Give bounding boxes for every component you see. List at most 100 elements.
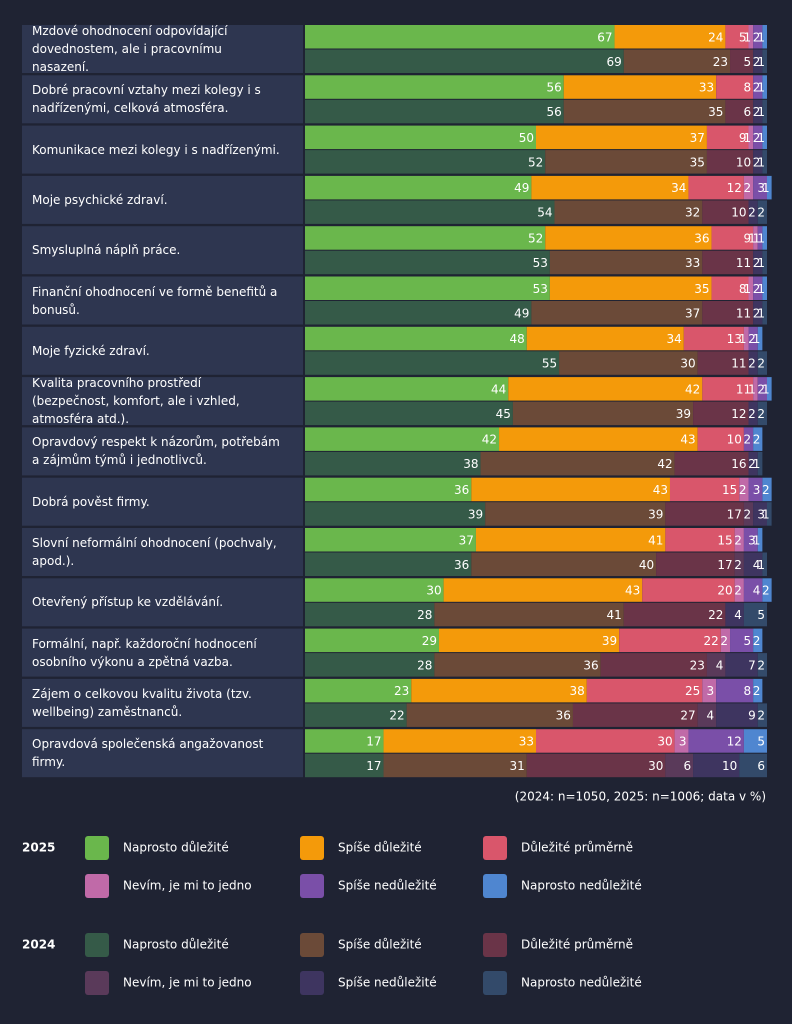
bar-segment	[438, 628, 620, 653]
category-panel	[22, 528, 303, 576]
bar-segment	[305, 25, 615, 49]
value-label: 15	[722, 483, 737, 497]
value-label: 11	[731, 357, 746, 371]
bar-segment	[743, 552, 763, 576]
value-label: 12	[731, 407, 746, 421]
value-label: 3	[757, 507, 765, 521]
bar-segment	[762, 150, 767, 174]
value-label: 1	[753, 332, 761, 346]
value-label: 23	[394, 684, 409, 698]
value-label: 30	[648, 759, 663, 773]
bar-segment	[757, 326, 763, 351]
bar-segment	[762, 276, 767, 300]
bar-segment	[600, 653, 707, 677]
value-label: 2	[762, 483, 770, 497]
bar-segment	[642, 578, 735, 602]
bar-segment	[471, 477, 670, 502]
bar-segment	[697, 351, 749, 375]
value-label: 2	[753, 30, 761, 44]
category-label: Moje psychické zdraví.	[32, 192, 168, 207]
value-label: 2	[748, 457, 756, 471]
value-label: 2	[734, 558, 742, 572]
bar-segment	[305, 628, 439, 653]
legend-swatch	[300, 971, 324, 995]
bar-segment	[411, 678, 587, 703]
bar-segment	[383, 753, 527, 778]
bar-segment	[762, 250, 767, 275]
bar-segment	[545, 226, 712, 250]
value-label: 1	[748, 231, 756, 245]
value-label: 1	[739, 332, 747, 346]
value-label: 9	[739, 131, 747, 145]
bar-segment	[753, 150, 763, 174]
bar-segment	[305, 150, 546, 174]
legend-swatch	[300, 933, 324, 957]
bar-segment	[748, 326, 758, 351]
category-panel	[22, 377, 303, 426]
value-label: 36	[454, 558, 469, 572]
bar-segment	[683, 326, 744, 351]
value-label: 2	[753, 306, 761, 320]
bar-segment	[305, 326, 527, 351]
category-label: Moje fyzické zdraví.	[32, 343, 150, 358]
bar-segment	[748, 125, 754, 150]
value-label: 1	[762, 382, 770, 396]
bar-segment	[762, 226, 767, 250]
value-label: 39	[602, 634, 617, 648]
value-label: 2	[748, 332, 756, 346]
value-label: 22	[704, 634, 719, 648]
bar-segment	[512, 401, 694, 426]
bar-segment	[748, 351, 758, 375]
bar-segment	[693, 753, 740, 778]
bar-segment	[743, 326, 749, 351]
legend-swatch	[300, 836, 324, 860]
bar-segment	[734, 552, 744, 576]
value-label: 42	[482, 433, 497, 447]
bar-segment	[559, 351, 698, 375]
value-label: 2	[753, 282, 761, 296]
value-label: 11	[736, 256, 751, 270]
value-label: 16	[731, 457, 746, 471]
value-label: 43	[625, 584, 640, 598]
bar-segment	[508, 377, 703, 401]
bar-segment	[697, 703, 717, 727]
bar-segment	[563, 75, 717, 99]
bar-segment	[586, 678, 703, 703]
value-label: 54	[537, 206, 552, 220]
value-label: 12	[727, 181, 742, 195]
bar-segment	[305, 351, 560, 375]
value-label: 17	[366, 734, 381, 748]
value-label: 2	[753, 81, 761, 95]
value-label: 12	[727, 734, 742, 748]
value-label: 5	[757, 608, 765, 622]
value-label: 1	[757, 55, 765, 69]
value-label: 6	[683, 759, 691, 773]
bar-segment	[762, 301, 767, 325]
value-label: 10	[736, 155, 751, 169]
bar-segment	[748, 200, 758, 224]
value-label: 4	[734, 608, 742, 622]
category-panel	[22, 628, 303, 677]
bar-segment	[623, 602, 726, 627]
value-label: 33	[685, 256, 700, 270]
bar-segment	[702, 377, 754, 401]
bar-segment	[702, 678, 717, 703]
bar-segment	[305, 401, 513, 426]
bar-segment	[743, 502, 754, 526]
bar-segment	[305, 451, 481, 476]
value-label: 36	[583, 658, 598, 672]
value-label: 56	[546, 105, 561, 119]
bar-segment	[725, 602, 744, 627]
value-label: 1	[753, 533, 761, 547]
bar-segment	[526, 753, 666, 778]
bar-segment	[753, 377, 758, 401]
bar-segment	[688, 175, 744, 200]
value-label: 48	[509, 332, 524, 346]
bar-segment	[688, 729, 744, 753]
bar-segment	[665, 753, 694, 778]
value-label: 2	[762, 584, 770, 598]
value-label: 10	[722, 759, 737, 773]
value-label: 4	[716, 658, 724, 672]
value-label: 1	[757, 256, 765, 270]
bar-segment	[526, 326, 684, 351]
